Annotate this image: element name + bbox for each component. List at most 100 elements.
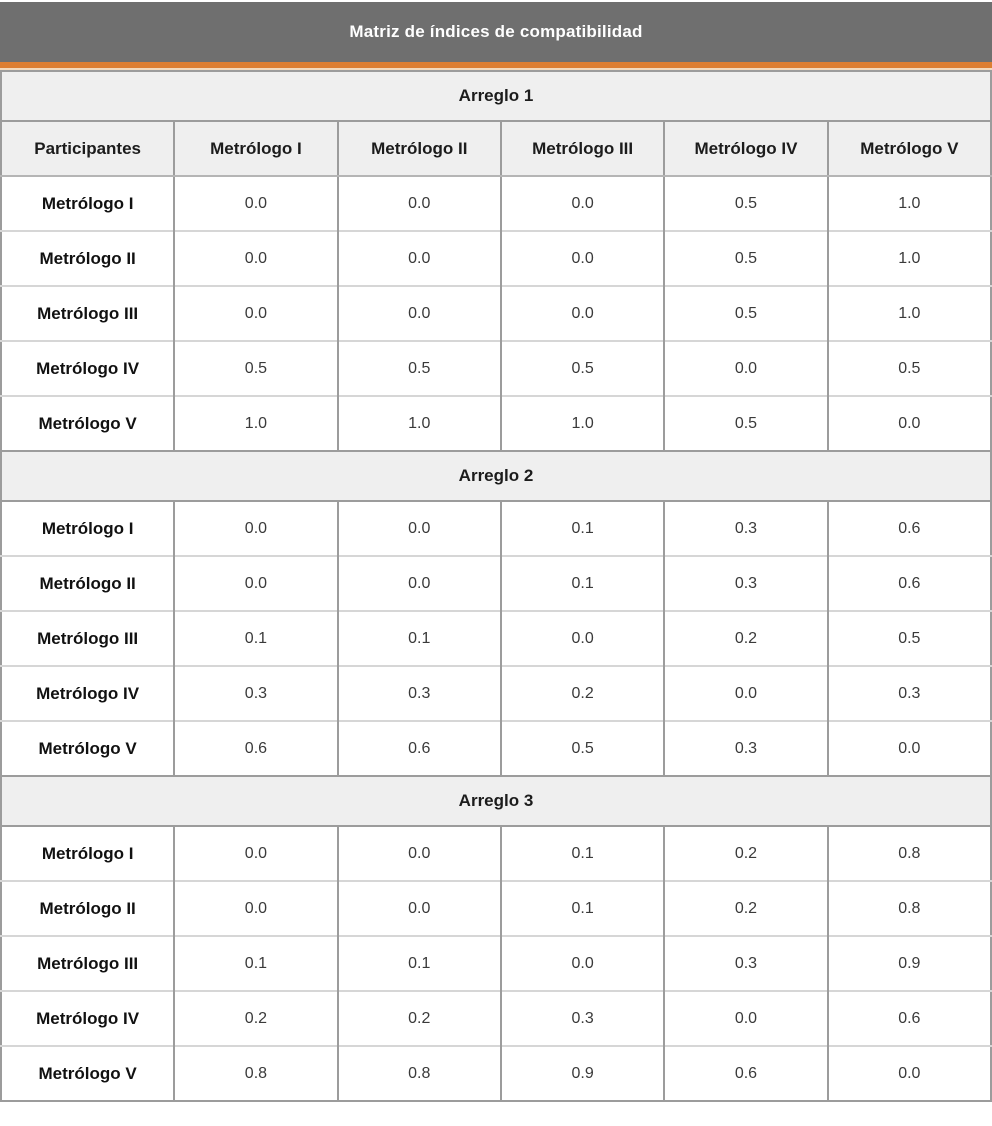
matrix-cell: 0.0	[499, 285, 665, 341]
matrix-cell: 0.1	[499, 500, 665, 556]
matrix-cell: 0.0	[336, 500, 501, 556]
matrix-cell: 0.0	[173, 500, 338, 556]
matrix-cell: 0.0	[499, 935, 665, 991]
table-body: Arreglo 1 Participantes Metrólogo I Metrólo…	[1, 70, 991, 1101]
matrix-cell: 0.5	[499, 340, 665, 396]
matrix-cell: 0.9	[499, 1045, 665, 1101]
column-header: Metrólogo IV	[663, 121, 828, 177]
matrix-cell: 0.6	[663, 1045, 828, 1101]
matrix-cell: 0.0	[826, 1045, 991, 1101]
row-label: Metrólogo IV	[1, 340, 175, 396]
table-row: Metrólogo IV 0.5 0.5 0.5 0.0 0.5	[1, 340, 991, 396]
matrix-cell: 1.0	[826, 175, 991, 231]
table-row: Metrólogo III 0.0 0.0 0.0 0.5 1.0	[1, 285, 991, 341]
matrix-cell: 0.0	[336, 230, 501, 286]
matrix-cell: 0.6	[173, 720, 338, 776]
matrix-cell: 0.5	[663, 175, 828, 231]
section-band-row: Arreglo 1	[1, 70, 991, 122]
matrix-cell: 0.6	[336, 720, 501, 776]
table-row: Metrólogo V 1.0 1.0 1.0 0.5 0.0	[1, 395, 991, 451]
matrix-cell: 0.0	[173, 230, 338, 286]
matrix-cell: 0.9	[826, 935, 991, 991]
matrix-cell: 0.0	[173, 880, 338, 936]
matrix-cell: 0.0	[173, 825, 338, 881]
table-row: Metrólogo II 0.0 0.0 0.1 0.3 0.6	[1, 555, 991, 611]
section-band-row: Arreglo 2	[1, 450, 991, 502]
row-label: Metrólogo II	[1, 555, 175, 611]
matrix-cell: 0.0	[499, 230, 665, 286]
matrix-cell: 0.6	[826, 555, 991, 611]
matrix-cell: 0.5	[663, 285, 828, 341]
matrix-cell: 1.0	[499, 395, 665, 451]
column-header: Metrólogo I	[173, 121, 338, 177]
matrix-cell: 0.3	[663, 555, 828, 611]
row-label: Metrólogo V	[1, 720, 175, 776]
matrix-cell: 0.3	[663, 720, 828, 776]
matrix-cell: 0.5	[663, 230, 828, 286]
matrix-cell: 0.0	[336, 555, 501, 611]
table-row: Metrólogo I 0.0 0.0 0.0 0.5 1.0	[1, 175, 991, 231]
table-row: Metrólogo I 0.0 0.0 0.1 0.2 0.8	[1, 825, 991, 881]
row-label: Metrólogo V	[1, 1045, 175, 1101]
matrix-cell: 0.2	[173, 990, 338, 1046]
matrix-cell: 1.0	[826, 230, 991, 286]
table-row: Metrólogo I 0.0 0.0 0.1 0.3 0.6	[1, 500, 991, 556]
section-title: Arreglo 2	[1, 450, 991, 502]
row-label: Metrólogo I	[1, 500, 175, 556]
column-header: Participantes	[1, 121, 175, 177]
matrix-cell: 0.1	[336, 610, 501, 666]
matrix-cell: 0.0	[173, 285, 338, 341]
matrix-cell: 0.1	[499, 825, 665, 881]
matrix-cell: 0.5	[826, 610, 991, 666]
section-title: Arreglo 3	[1, 775, 991, 827]
table-row: Metrólogo III 0.1 0.1 0.0 0.2 0.5	[1, 610, 991, 666]
matrix-cell: 1.0	[173, 395, 338, 451]
matrix-cell: 0.2	[336, 990, 501, 1046]
matrix-cell: 0.3	[663, 500, 828, 556]
accent-bar	[0, 62, 992, 70]
column-header-row: Participantes Metrólogo I Metrólogo II Metr…	[1, 121, 991, 177]
row-label: Metrólogo III	[1, 610, 175, 666]
matrix-cell: 0.0	[499, 175, 665, 231]
row-label: Metrólogo IV	[1, 990, 175, 1046]
matrix-cell: 0.8	[826, 880, 991, 936]
matrix-cell: 0.1	[499, 880, 665, 936]
matrix-cell: 0.0	[663, 665, 828, 721]
section-title: Arreglo 1	[1, 70, 991, 122]
matrix-cell: 0.1	[173, 935, 338, 991]
table-row: Metrólogo II 0.0 0.0 0.0 0.5 1.0	[1, 230, 991, 286]
matrix-cell: 0.2	[663, 610, 828, 666]
matrix-cell: 0.3	[499, 990, 665, 1046]
matrix-cell: 0.1	[173, 610, 338, 666]
matrix-cell: 0.0	[336, 285, 501, 341]
matrix-cell: 0.1	[499, 555, 665, 611]
matrix-cell: 0.0	[336, 175, 501, 231]
matrix-cell: 0.0	[826, 720, 991, 776]
matrix-cell: 0.5	[826, 340, 991, 396]
matrix-cell: 0.0	[663, 340, 828, 396]
matrix-cell: 0.5	[336, 340, 501, 396]
matrix-cell: 0.3	[336, 665, 501, 721]
table-row: Metrólogo III 0.1 0.1 0.0 0.3 0.9	[1, 935, 991, 991]
matrix-cell: 0.8	[173, 1045, 338, 1101]
matrix-cell: 0.0	[663, 990, 828, 1046]
matrix-cell: 0.3	[173, 665, 338, 721]
matrix-cell: 0.1	[336, 935, 501, 991]
matrix-cell: 0.8	[336, 1045, 501, 1101]
matrix-cell: 0.5	[663, 395, 828, 451]
title-bar: Matriz de índices de compatibilidad	[0, 2, 992, 62]
column-header: Metrólogo II	[336, 121, 501, 177]
row-label: Metrólogo III	[1, 935, 175, 991]
table-row: Metrólogo IV 0.2 0.2 0.3 0.0 0.6	[1, 990, 991, 1046]
matrix-cell: 0.5	[173, 340, 338, 396]
matrix-cell: 0.2	[499, 665, 665, 721]
row-label: Metrólogo II	[1, 230, 175, 286]
row-label: Metrólogo IV	[1, 665, 175, 721]
matrix-cell: 0.0	[826, 395, 991, 451]
matrix-cell: 0.2	[663, 825, 828, 881]
matrix-cell: 0.5	[499, 720, 665, 776]
matrix-cell: 0.3	[826, 665, 991, 721]
matrix-cell: 0.0	[336, 880, 501, 936]
row-label: Metrólogo I	[1, 825, 175, 881]
matrix-cell: 0.0	[173, 175, 338, 231]
